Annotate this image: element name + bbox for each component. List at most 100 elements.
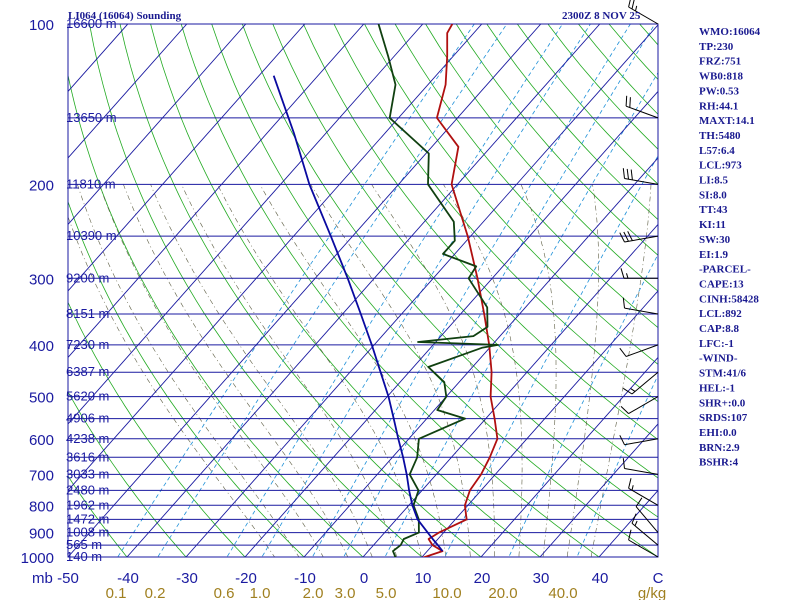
pressure-label: 200 [29, 177, 54, 194]
moist-adiabat [566, 184, 599, 557]
index-item: SHR+:0.0 [699, 397, 746, 409]
pressure-label: 1000 [21, 550, 54, 567]
moist-adiabat [77, 184, 300, 557]
isotherm [421, 290, 658, 557]
dry-adiabat [394, 24, 658, 329]
moist-adiabat [520, 184, 557, 557]
mixing-ratio-label: 5.0 [376, 585, 397, 600]
barb-staff [624, 178, 659, 185]
index-item: BSHR:4 [699, 457, 739, 469]
height-label: 3033 m [66, 466, 109, 481]
barb-flag [631, 513, 637, 524]
wind-barb [631, 513, 659, 546]
wind-barb [622, 371, 659, 395]
mixing-ratio-line [261, 24, 591, 557]
isotherm [68, 24, 483, 492]
x-tick-label: C [653, 570, 664, 587]
isotherm [126, 24, 601, 557]
temperature-trace [422, 24, 499, 557]
x-tick-label: 40 [592, 570, 609, 587]
moist-adiabat [150, 184, 373, 557]
wind-barb [620, 268, 658, 279]
height-label: 9200 m [66, 270, 109, 285]
barb-flag [619, 232, 625, 243]
mixing-ratio-line [444, 155, 658, 557]
mixing-ratio-line [157, 24, 508, 557]
isotherm [68, 24, 424, 425]
barb-staff [625, 105, 659, 119]
x-tick-label: 10 [415, 570, 432, 587]
barb-flag [628, 0, 631, 8]
dry-adiabat [89, 24, 423, 557]
parcel-trace [272, 75, 444, 552]
height-label: 4238 m [66, 431, 109, 446]
barb-half [626, 273, 629, 279]
index-item: STM:41/6 [699, 368, 747, 380]
barb-half [634, 520, 638, 527]
isotherm [303, 157, 658, 557]
index-item: TT:43 [699, 204, 728, 216]
wind-barb [625, 95, 659, 119]
pressure-label: 400 [29, 338, 54, 355]
dry-adiabat [455, 24, 658, 256]
wind-barb [622, 297, 659, 315]
barb-staff [628, 6, 659, 25]
index-item: SRDS:107 [699, 412, 748, 424]
pressure-label: 300 [29, 271, 54, 288]
dry-adiabat [119, 24, 482, 557]
height-label: 3616 m [66, 449, 109, 464]
pressure-label: 900 [29, 526, 54, 543]
barb-staff [628, 396, 659, 415]
barb-staff [624, 438, 659, 446]
barb-flag [627, 231, 633, 241]
index-item: TH:5480 [699, 130, 741, 142]
mixing-ratio-label: 2.0 [303, 585, 324, 600]
plot-frame [67, 23, 659, 558]
mixing-ratio-label: 0.6 [214, 585, 235, 600]
barb-flag [620, 406, 629, 414]
index-item: WMO:16064 [699, 26, 761, 38]
barb-half [635, 5, 638, 12]
wind-barb [619, 344, 659, 357]
index-item: PW:0.53 [699, 85, 740, 97]
height-label: 1472 m [66, 511, 109, 526]
index-item: BRN:2.9 [699, 442, 740, 454]
x-tick-label: -10 [294, 570, 316, 587]
dry-adiabat [425, 24, 658, 292]
mixing-ratio-label: 1.0 [250, 585, 271, 600]
dry-adiabat [68, 475, 128, 557]
height-label: 7230 m [66, 337, 109, 352]
index-item: CINH:58428 [699, 293, 759, 305]
station-title: LI064 (16064) Sounding [68, 10, 182, 22]
barb-staff [624, 235, 659, 243]
index-item: LI:8.5 [699, 175, 729, 187]
index-item: FRZ:751 [699, 56, 741, 68]
moist-adiabat [123, 184, 349, 557]
index-item: RH:44.1 [699, 100, 738, 112]
mixing-ratio-line [117, 24, 475, 557]
barb-staff [625, 344, 659, 357]
barb-staff [628, 487, 659, 506]
index-item: CAPE:13 [699, 278, 744, 290]
index-item: L57:6.4 [699, 145, 735, 157]
index-item: CAP:8.8 [699, 323, 740, 335]
x-tick-label: -40 [117, 570, 139, 587]
wind-barb [619, 435, 659, 446]
x-axis-prefix: mb [32, 570, 53, 587]
pressure-label: 800 [29, 498, 54, 515]
mixing-ratio-line [384, 71, 658, 557]
index-item: LCL:892 [699, 308, 742, 320]
index-item: HEL:-1 [699, 382, 735, 394]
pressure-label: 500 [29, 390, 54, 407]
mixing-ratio-label: 0.2 [145, 585, 166, 600]
barb-flag [631, 0, 635, 10]
barb-flag [635, 497, 643, 507]
barb-flag [622, 168, 625, 179]
barb-half [630, 388, 636, 392]
x-tick-label: 30 [533, 570, 550, 587]
index-item: TP:230 [699, 41, 734, 53]
dry-adiabat [180, 24, 600, 557]
dry-adiabat [68, 391, 187, 557]
dry-adiabat [364, 24, 658, 365]
